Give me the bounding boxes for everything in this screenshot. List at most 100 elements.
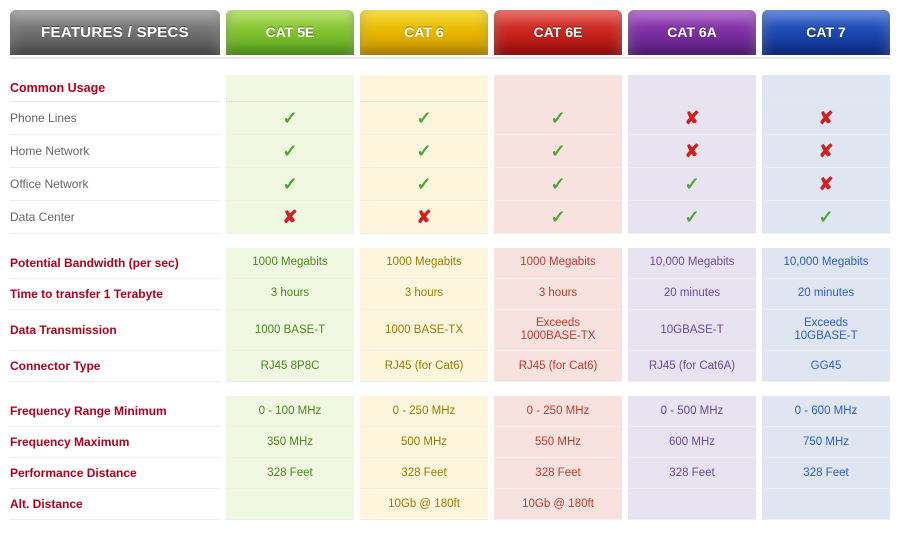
- cell-c6: 0 - 250 MHz: [360, 396, 488, 427]
- header-c6e: CAT 6E: [494, 10, 622, 55]
- cell-c7: ✓: [762, 201, 890, 234]
- cell-c6: 1000 Megabits: [360, 248, 488, 279]
- cell-c5e: ✓: [226, 168, 354, 201]
- row-label: Data Center: [10, 201, 220, 234]
- cell-c6a: 0 - 500 MHz: [628, 396, 756, 427]
- cell-c6e: Exceeds1000BASE-TX: [494, 310, 622, 351]
- cell-c6e: 1000 Megabits: [494, 248, 622, 279]
- row-label: Alt. Distance: [10, 489, 220, 520]
- row-label: Frequency Range Minimum: [10, 396, 220, 427]
- cell-c6a: 10GBASE-T: [628, 310, 756, 351]
- cell-c6: 1000 BASE-TX: [360, 310, 488, 351]
- check-icon: ✓: [416, 175, 431, 193]
- cell-c5e: 350 MHz: [226, 427, 354, 458]
- cell-c5e: 328 Feet: [226, 458, 354, 489]
- cell-c6: ✘: [360, 201, 488, 234]
- cell-c6e: RJ45 (for Cat6): [494, 351, 622, 382]
- cell-c5e: [226, 489, 354, 520]
- cell-c5e: 3 hours: [226, 279, 354, 310]
- check-icon: ✓: [684, 175, 699, 193]
- comparison-table: FEATURES / SPECSCAT 5ECAT 6CAT 6ECAT 6AC…: [10, 10, 890, 534]
- cell-c6: 500 MHz: [360, 427, 488, 458]
- section-title: Common Usage: [10, 75, 220, 102]
- cell-c5e: ✘: [226, 201, 354, 234]
- row-label: Office Network: [10, 168, 220, 201]
- section-title-cell: [226, 75, 354, 102]
- cell-c5e: ✓: [226, 135, 354, 168]
- cell-c6: 10Gb @ 180ft: [360, 489, 488, 520]
- section-title-cell: [628, 75, 756, 102]
- cell-c6e: ✓: [494, 201, 622, 234]
- cross-icon: ✘: [818, 175, 833, 193]
- cell-c5e: 1000 BASE-T: [226, 310, 354, 351]
- cell-c5e: 1000 Megabits: [226, 248, 354, 279]
- section-title-cell: [494, 75, 622, 102]
- cell-c6a: 600 MHz: [628, 427, 756, 458]
- cell-c6a: 328 Feet: [628, 458, 756, 489]
- header-c5e: CAT 5E: [226, 10, 354, 55]
- cell-c6: 3 hours: [360, 279, 488, 310]
- check-icon: ✓: [550, 142, 565, 160]
- cell-c6: RJ45 (for Cat6): [360, 351, 488, 382]
- cell-c7: Exceeds10GBASE-T: [762, 310, 890, 351]
- cell-c6e: 550 MHz: [494, 427, 622, 458]
- check-icon: ✓: [416, 142, 431, 160]
- cell-c5e: ✓: [226, 102, 354, 135]
- check-icon: ✓: [416, 109, 431, 127]
- cell-c6e: 0 - 250 MHz: [494, 396, 622, 427]
- cell-c6a: 10,000 Megabits: [628, 248, 756, 279]
- cell-c6a: [628, 489, 756, 520]
- cross-icon: ✘: [282, 208, 297, 226]
- cell-c6: 328 Feet: [360, 458, 488, 489]
- cross-icon: ✘: [684, 142, 699, 160]
- check-icon: ✓: [550, 109, 565, 127]
- row-label: Performance Distance: [10, 458, 220, 489]
- cell-c7: ✘: [762, 102, 890, 135]
- check-icon: ✓: [550, 175, 565, 193]
- cell-c6: ✓: [360, 168, 488, 201]
- cell-c6a: RJ45 (for Cat6A): [628, 351, 756, 382]
- check-icon: ✓: [550, 208, 565, 226]
- cell-c6e: 10Gb @ 180ft: [494, 489, 622, 520]
- cross-icon: ✘: [818, 109, 833, 127]
- cell-c6a: ✘: [628, 102, 756, 135]
- cell-c6e: 328 Feet: [494, 458, 622, 489]
- cell-c7: 20 minutes: [762, 279, 890, 310]
- cell-c5e: 0 - 100 MHz: [226, 396, 354, 427]
- cell-c6a: 20 minutes: [628, 279, 756, 310]
- header-c6a: CAT 6A: [628, 10, 756, 55]
- header-c6: CAT 6: [360, 10, 488, 55]
- cell-c7: 328 Feet: [762, 458, 890, 489]
- section-title-cell: [762, 75, 890, 102]
- cell-c6e: ✓: [494, 168, 622, 201]
- header-features: FEATURES / SPECS: [10, 10, 220, 55]
- check-icon: ✓: [684, 208, 699, 226]
- cell-c7: 10,000 Megabits: [762, 248, 890, 279]
- cell-c6: ✓: [360, 135, 488, 168]
- cell-c6a: ✓: [628, 201, 756, 234]
- cell-c5e: RJ45 8P8C: [226, 351, 354, 382]
- header-divider: [10, 57, 890, 59]
- row-label: Phone Lines: [10, 102, 220, 135]
- row-label: Home Network: [10, 135, 220, 168]
- cell-c7: 750 MHz: [762, 427, 890, 458]
- cell-c7: 0 - 600 MHz: [762, 396, 890, 427]
- section-title-cell: [360, 75, 488, 102]
- cell-c6e: ✓: [494, 102, 622, 135]
- cross-icon: ✘: [416, 208, 431, 226]
- cell-c6e: 3 hours: [494, 279, 622, 310]
- check-icon: ✓: [282, 109, 297, 127]
- cell-c7: ✘: [762, 168, 890, 201]
- cell-c6a: ✓: [628, 168, 756, 201]
- cell-c6a: ✘: [628, 135, 756, 168]
- check-icon: ✓: [282, 142, 297, 160]
- cell-c7: ✘: [762, 135, 890, 168]
- header-c7: CAT 7: [762, 10, 890, 55]
- cross-icon: ✘: [818, 142, 833, 160]
- cell-c6e: ✓: [494, 135, 622, 168]
- cell-c6: ✓: [360, 102, 488, 135]
- row-label: Data Transmission: [10, 310, 220, 351]
- row-label: Connector Type: [10, 351, 220, 382]
- cell-c7: GG45: [762, 351, 890, 382]
- check-icon: ✓: [282, 175, 297, 193]
